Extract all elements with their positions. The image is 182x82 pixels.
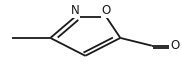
Text: N: N [70,4,79,17]
Text: O: O [102,4,111,17]
Text: O: O [170,39,179,52]
